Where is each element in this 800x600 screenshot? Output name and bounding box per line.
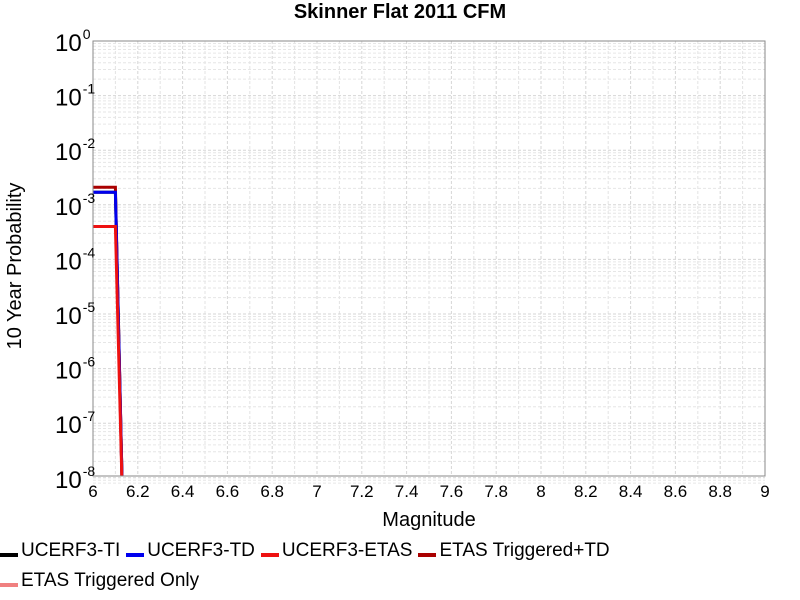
x-axis-label: Magnitude (382, 509, 475, 531)
x-tick-label: 8 (536, 482, 545, 501)
legend-swatch (260, 553, 279, 557)
y-tick-label: 10-3 (55, 190, 95, 221)
x-tick-label: 6.2 (126, 482, 150, 501)
legend-swatch (0, 583, 18, 587)
legend-item: ETAS Triggered+TD (418, 540, 610, 562)
legend-label: ETAS Triggered+TD (439, 540, 610, 561)
y-tick-label: 10-4 (55, 244, 95, 275)
x-axis: 6 6.2 6.4 6.6 6.8 7 7.2 7.4 7.6 7.8 8 8.2 8.4 8.6 8.8 9 (88, 482, 769, 501)
x-tick-label: 7.6 (440, 482, 464, 501)
y-axis-label: 10 Year Probability (4, 183, 26, 350)
legend-label: UCERF3-ETAS (281, 540, 413, 561)
y-tick-label: 10-7 (55, 408, 95, 439)
x-tick-label: 9 (760, 482, 769, 501)
legend-row: ETAS Triggered Only (0, 566, 800, 596)
y-tick-label: 10-2 (55, 135, 95, 166)
x-tick-label: 8.8 (708, 482, 732, 501)
y-tick-label: 10-8 (55, 463, 95, 494)
y-tick-label: 100 (55, 26, 91, 57)
legend-item: UCERF3-TD (126, 540, 255, 562)
legend-label: UCERF3-TD (147, 540, 255, 561)
legend-swatch (418, 553, 437, 557)
chart-title: Skinner Flat 2011 CFM (294, 1, 506, 23)
legend-row: UCERF3-TI UCERF3-TD UCERF3-ETAS ETAS Trigge… (0, 536, 800, 566)
grid (92, 40, 766, 484)
legend-label: ETAS Triggered Only (21, 570, 200, 591)
y-tick-label: 10-6 (55, 354, 95, 385)
legend-item: ETAS Triggered Only (0, 570, 199, 592)
legend-label: UCERF3-TI (21, 540, 121, 561)
legend-item: UCERF3-TI (0, 540, 120, 562)
x-tick-label: 8.6 (664, 482, 688, 501)
x-tick-label: 8.4 (619, 482, 643, 501)
series-line (93, 225, 124, 476)
legend-swatch (0, 553, 18, 557)
x-tick-label: 7.2 (350, 482, 374, 501)
x-tick-label: 7.4 (395, 482, 419, 501)
legend-item: UCERF3-ETAS (260, 540, 413, 562)
series-layer (93, 185, 124, 476)
legend-swatch (126, 553, 145, 557)
x-tick-label: 6 (88, 482, 97, 501)
chart: Skinner Flat 2011 CFM 6 6.2 6.4 6.6 6.8 7 7.2 7… (4, 1, 770, 531)
x-tick-label: 7 (312, 482, 321, 501)
x-tick-label: 6.4 (171, 482, 195, 501)
y-axis: 100 10-1 10-2 10-3 10-4 10-5 10-6 10-7 10-8 (55, 26, 95, 494)
x-tick-label: 6.6 (216, 482, 240, 501)
y-tick-label: 10-5 (55, 299, 95, 330)
legend: UCERF3-TI UCERF3-TD UCERF3-ETAS ETAS Trigge… (0, 536, 800, 596)
y-tick-label: 10-1 (55, 81, 95, 112)
x-tick-label: 7.8 (484, 482, 508, 501)
x-tick-label: 6.8 (260, 482, 284, 501)
x-tick-label: 8.2 (574, 482, 598, 501)
plot-area (92, 40, 766, 477)
